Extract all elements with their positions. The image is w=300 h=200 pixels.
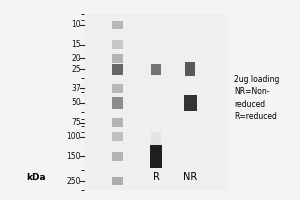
Text: 37: 37	[71, 84, 81, 93]
Text: 250: 250	[67, 177, 81, 186]
Text: 50: 50	[71, 98, 81, 107]
Text: 75: 75	[71, 118, 81, 127]
Text: 2ug loading
NR=Non-
reduced
R=reduced: 2ug loading NR=Non- reduced R=reduced	[234, 75, 279, 121]
Bar	[112, 64, 123, 75]
Bar	[112, 84, 123, 93]
Bar	[112, 118, 123, 127]
Bar	[112, 54, 123, 63]
Bar	[185, 62, 195, 76]
Text: 25: 25	[71, 65, 81, 74]
Bar	[151, 132, 161, 158]
Text: kDa: kDa	[26, 173, 46, 182]
Bar	[112, 40, 123, 49]
Bar	[184, 95, 197, 111]
Bar	[112, 97, 123, 109]
Text: R: R	[153, 172, 159, 182]
Text: 150: 150	[67, 152, 81, 161]
Text: 10: 10	[71, 20, 81, 29]
Bar	[112, 152, 123, 161]
Text: 100: 100	[67, 132, 81, 141]
Text: NR: NR	[183, 172, 197, 182]
Bar	[112, 132, 123, 141]
Bar	[112, 177, 123, 185]
Bar	[150, 145, 162, 168]
Bar	[151, 64, 161, 75]
Text: 15: 15	[71, 40, 81, 49]
Bar	[112, 21, 123, 29]
Text: 20: 20	[71, 54, 81, 63]
